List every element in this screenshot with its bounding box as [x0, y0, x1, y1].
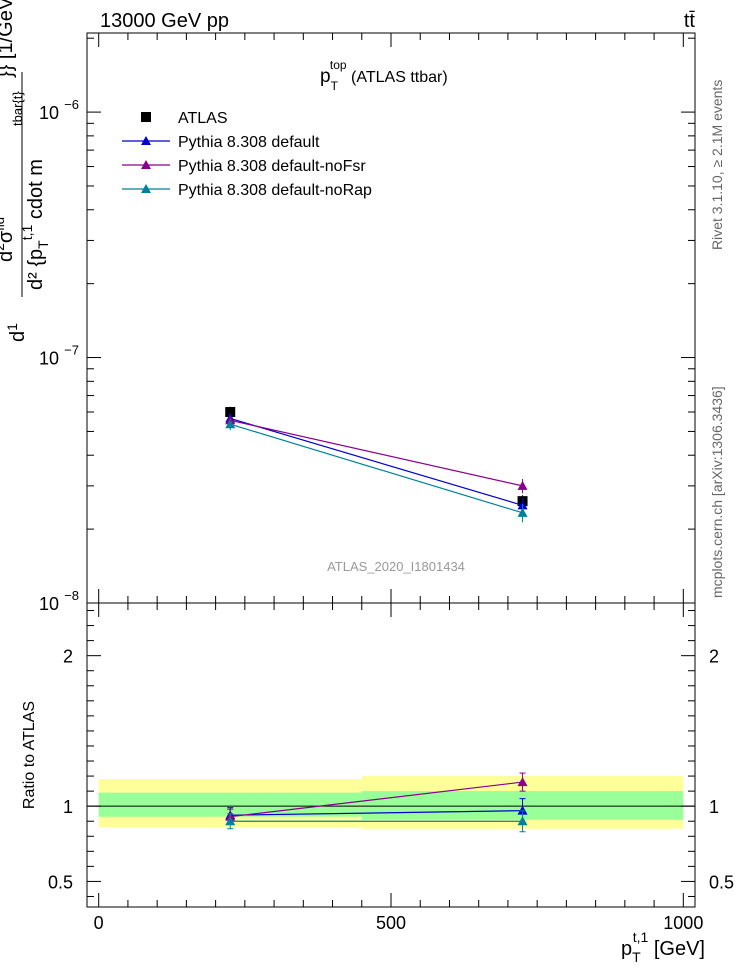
main-mc-point	[517, 480, 528, 490]
ratio-mc-point	[517, 816, 528, 826]
main-y-axis-label: d1 d² {pTt,1 cdot m tbar{t} }} [1/GeV²] …	[0, 0, 51, 342]
legend-marker	[141, 136, 151, 145]
main-y-tick-exponent: −7	[64, 343, 79, 358]
ratio-y-tick-label-right: 2	[709, 647, 719, 667]
main-y-tick-labels: 10 −8 10 −7 10 −6	[39, 97, 79, 614]
main-y-tick-label: 10	[39, 349, 59, 369]
title-sup: top	[330, 58, 347, 72]
y-label-frac: 1	[4, 323, 20, 331]
x-label-p: p	[621, 938, 632, 960]
ratio-y-tick-label-left: 0.5	[48, 872, 73, 892]
main-y-tick-exponent: −6	[64, 97, 79, 112]
legend: ATLAS Pythia 8.308 default Pythia 8.308 de…	[122, 110, 372, 199]
legend-label: ATLAS	[178, 110, 228, 127]
ratio-mc-point	[517, 777, 528, 787]
title-rest: (ATLAS ttbar)	[347, 69, 448, 86]
x-label-sub: T	[632, 949, 641, 965]
y-label-d: d	[7, 331, 29, 342]
ratio-series-line	[230, 781, 523, 818]
y-label-unit: }} [1/GeV²]	[0, 0, 17, 78]
ratio-frame	[86, 602, 696, 908]
title-p: p	[320, 66, 331, 87]
main-panel: 10−810−710−6 pTtop (ATLAS ttbar) ATLAS_2…	[0, 0, 696, 614]
ratio-panel: 0.5 0.5 1 1 2 2 0 500 1000 Ratio to ATLAS pTt,1 …	[21, 602, 734, 965]
y-label-cdot: cdot m	[25, 159, 47, 225]
y-label-t1-sup: t,1	[19, 225, 35, 241]
x-tick-label: 0	[94, 913, 104, 933]
rivet-label: Rivet 3.1.10, ≥ 2.1M events	[709, 80, 725, 250]
watermark: ATLAS_2020_I1801434	[327, 559, 465, 574]
main-mc-point	[225, 419, 236, 429]
y-label-numerator: d2σfid	[0, 217, 17, 262]
main-y-tick-exponent: −8	[64, 588, 79, 603]
legend-label: Pythia 8.308 default	[178, 134, 320, 151]
ratio-y-tick-label-left: 2	[63, 647, 73, 667]
x-axis-label: pTt,1 [GeV]	[621, 929, 705, 965]
ratio-series-line	[230, 810, 523, 816]
main-series-line	[230, 417, 523, 506]
ratio-mc-point	[225, 816, 236, 826]
title-sub: T	[331, 79, 339, 93]
legend-label: Pythia 8.308 default-noFsr	[178, 158, 366, 175]
y-label-tbar-sup: tbar{t}	[10, 91, 25, 126]
ratio-tick-labels: 0.5 0.5 1 1 2 2 0 500 1000	[48, 647, 734, 933]
main-series-line	[230, 423, 523, 514]
y-label-main: d² {pTt,1 cdot m	[19, 159, 51, 290]
y-label-prefix: d1	[4, 323, 29, 342]
energy-label: 13000 GeV pp	[100, 10, 229, 32]
ratio-axis-ticks	[87, 603, 695, 907]
ratio-y-tick-label-right: 1	[709, 797, 719, 817]
legend-marker	[141, 112, 151, 122]
main-title: pTtop (ATLAS ttbar)	[320, 58, 448, 93]
main-y-tick-label: 10	[39, 103, 59, 123]
ratio-series	[225, 772, 528, 833]
main-mc-point	[517, 507, 528, 517]
legend-marker	[141, 160, 151, 169]
main-series	[225, 406, 528, 523]
x-tick-label: 500	[376, 913, 406, 933]
legend-label: Pythia 8.308 default-noRap	[178, 182, 372, 199]
ratio-y-tick-label-right: 0.5	[709, 872, 734, 892]
ratio-y-axis-label: Ratio to ATLAS	[21, 701, 38, 809]
x-tick-label: 1000	[663, 913, 703, 933]
y-label-t-sub: T	[35, 240, 51, 249]
mcplots-label: mcplots.cern.ch [arXiv:1306.3436]	[709, 386, 725, 598]
ratio-y-tick-label-left: 1	[63, 797, 73, 817]
main-series-line	[230, 419, 523, 487]
y-label-d2p: d² {p	[25, 249, 47, 290]
legend-marker	[141, 184, 151, 193]
x-label-unit: [GeV]	[648, 938, 705, 960]
main-y-tick-label: 10	[39, 594, 59, 614]
main-axis-ticks	[87, 33, 695, 604]
x-label-sup: t,1	[633, 929, 649, 945]
main-data-point	[225, 406, 236, 417]
process-label: tt̄	[684, 10, 696, 32]
